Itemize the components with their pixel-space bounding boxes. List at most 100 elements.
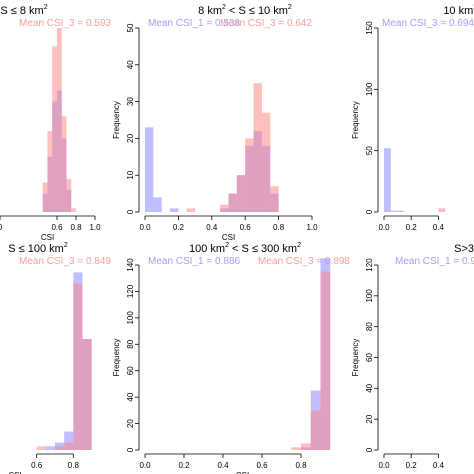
title-part: < S ≤ 300 km bbox=[229, 243, 297, 255]
panel-3: 10 km2 <Mean CSI_3 = 0.694 0.0 0.2 0.4 0 50 10… bbox=[351, 4, 474, 232]
y-axis: 0 20 40 60 80 100 120 140 Frequency bbox=[112, 258, 140, 452]
y-axis-label: Frequency bbox=[351, 101, 360, 139]
x-axis-label: CSI bbox=[41, 233, 54, 242]
y-axis-label: Frequency bbox=[351, 339, 360, 377]
x-axis: 0 0.6 0.8 1.0 CSI bbox=[0, 215, 101, 242]
x-tick-label: 0.8 bbox=[70, 223, 82, 232]
x-tick-label: 0.6 bbox=[256, 461, 268, 470]
x-axis: 0.0 0.2 0.4 0.6 0.8 CSI bbox=[139, 453, 307, 474]
histogram-bar-csi_3 bbox=[291, 447, 301, 450]
y-tick-label: 20 bbox=[126, 133, 135, 142]
y-axis: 0 50 100 150 Frequency bbox=[351, 21, 379, 214]
y-tick-label: 80 bbox=[365, 322, 374, 331]
y-axis-label: Frequency bbox=[112, 339, 121, 377]
y-tick-label: 0 bbox=[365, 209, 374, 214]
panel-title: 100 km2 < S ≤ 300 km2 bbox=[189, 242, 301, 255]
x-tick-label: 0.6 bbox=[240, 223, 252, 232]
y-tick-label: 20 bbox=[126, 419, 135, 428]
histogram-bar-csi_3 bbox=[73, 283, 83, 450]
histogram-bar-csi_3 bbox=[228, 193, 237, 212]
histogram-bar-csi_3 bbox=[55, 446, 65, 450]
title-part: S>3 bbox=[454, 243, 474, 255]
y-axis: 0 20 40 60 80 100 120 Frequency bbox=[351, 258, 379, 452]
panel-title: 10 km2 < bbox=[443, 4, 474, 17]
x-tick-label: 0.2 bbox=[406, 223, 418, 232]
x-tick-label: 0.4 bbox=[217, 461, 229, 470]
x-tick-label: 0.8 bbox=[68, 461, 80, 470]
y-axis: 0 10 20 30 40 50 Frequency bbox=[112, 23, 140, 214]
histogram-bar-csi_1 bbox=[145, 127, 154, 212]
mean-annotation: Mean CSI_3 = 0.593 bbox=[19, 18, 111, 29]
y-tick-label: 40 bbox=[126, 60, 135, 69]
panel-title: S>3 bbox=[454, 243, 474, 255]
histogram-bar-csi_3 bbox=[270, 186, 279, 212]
x-tick-label: 0.4 bbox=[433, 461, 445, 470]
x-tick-label: 1.0 bbox=[89, 223, 101, 232]
x-axis-label: CSI bbox=[8, 471, 21, 474]
x-tick-label: 1.0 bbox=[306, 223, 318, 232]
mean-annotation: Mean CSI_1 = 0.538 bbox=[148, 18, 240, 29]
title-part: S ≤ 8 km bbox=[0, 5, 43, 17]
histogram-bar-csi_3 bbox=[438, 208, 446, 212]
histogram-bar-csi_3 bbox=[47, 131, 53, 212]
y-tick-label: 0 bbox=[365, 447, 374, 452]
histogram-bar-csi_3 bbox=[61, 116, 67, 212]
title-superscript: 2 bbox=[222, 4, 226, 11]
histogram-bar-csi_1 bbox=[384, 148, 391, 212]
y-tick-label: 120 bbox=[365, 258, 374, 272]
title-superscript: 2 bbox=[288, 4, 292, 11]
histogram-bar-csi_3 bbox=[261, 112, 271, 212]
histogram-bar-csi_3 bbox=[236, 175, 246, 212]
x-tick-label: 0 bbox=[0, 223, 3, 232]
y-tick-label: 60 bbox=[365, 353, 374, 362]
histogram-bar-csi_3 bbox=[57, 28, 62, 212]
y-tick-label: 10 bbox=[126, 170, 135, 179]
histogram-bar-csi_1 bbox=[153, 197, 162, 212]
x-tick-label: 0.8 bbox=[295, 461, 307, 470]
histogram-bar-csi_3 bbox=[220, 204, 229, 212]
mean-annotation: Mean CSI_3 = 0.642 bbox=[220, 18, 312, 29]
x-axis-label: CSI bbox=[236, 471, 249, 474]
histogram-bar-csi_3 bbox=[66, 178, 72, 212]
y-tick-label: 150 bbox=[365, 21, 374, 35]
x-tick-label: 0.4 bbox=[433, 223, 445, 232]
histogram-bar-csi_1 bbox=[45, 446, 55, 450]
y-tick-label: 30 bbox=[126, 97, 135, 106]
histogram-bar-csi_3 bbox=[82, 339, 92, 450]
histogram-bar-csi_3 bbox=[301, 443, 311, 450]
histogram-bar-csi_1 bbox=[390, 210, 398, 212]
x-axis-label: CSI bbox=[222, 233, 235, 242]
y-tick-label: 140 bbox=[126, 258, 135, 272]
y-tick-label: 40 bbox=[365, 383, 374, 392]
y-tick-label: 100 bbox=[126, 311, 135, 325]
mean-annotation: Mean CSI_3 = 0.849 bbox=[19, 256, 111, 267]
x-tick-label: 0.2 bbox=[178, 461, 190, 470]
histogram-bar-csi_3 bbox=[64, 442, 74, 450]
y-tick-label: 0 bbox=[126, 209, 135, 214]
x-tick-label: 0.0 bbox=[378, 223, 390, 232]
histogram-bar-csi_3 bbox=[36, 446, 46, 450]
y-tick-label: 0 bbox=[126, 447, 135, 452]
y-tick-label: 100 bbox=[365, 82, 374, 96]
y-tick-label: 120 bbox=[126, 284, 135, 298]
histogram-bar-csi_3 bbox=[310, 410, 321, 450]
title-superscript: 2 bbox=[64, 242, 68, 249]
y-tick-label: 20 bbox=[365, 414, 374, 423]
title-superscript: 2 bbox=[297, 242, 301, 249]
y-tick-label: 40 bbox=[126, 392, 135, 401]
x-axis: 0.0 0.2 0.4 0.6 0.8 1.0 CSI bbox=[139, 215, 318, 242]
x-tick-label: 0.8 bbox=[273, 223, 285, 232]
y-tick-label: 100 bbox=[365, 289, 374, 303]
mean-annotation: Mean CSI_1 = 0.937 bbox=[395, 256, 474, 267]
x-tick-label: 0.0 bbox=[378, 461, 390, 470]
panel-title: 8 km2 < S ≤ 10 km2 bbox=[198, 4, 292, 17]
histogram-bar-csi_3 bbox=[186, 208, 196, 212]
x-tick-label: 0.2 bbox=[173, 223, 185, 232]
x-tick-label: 0.6 bbox=[51, 223, 63, 232]
